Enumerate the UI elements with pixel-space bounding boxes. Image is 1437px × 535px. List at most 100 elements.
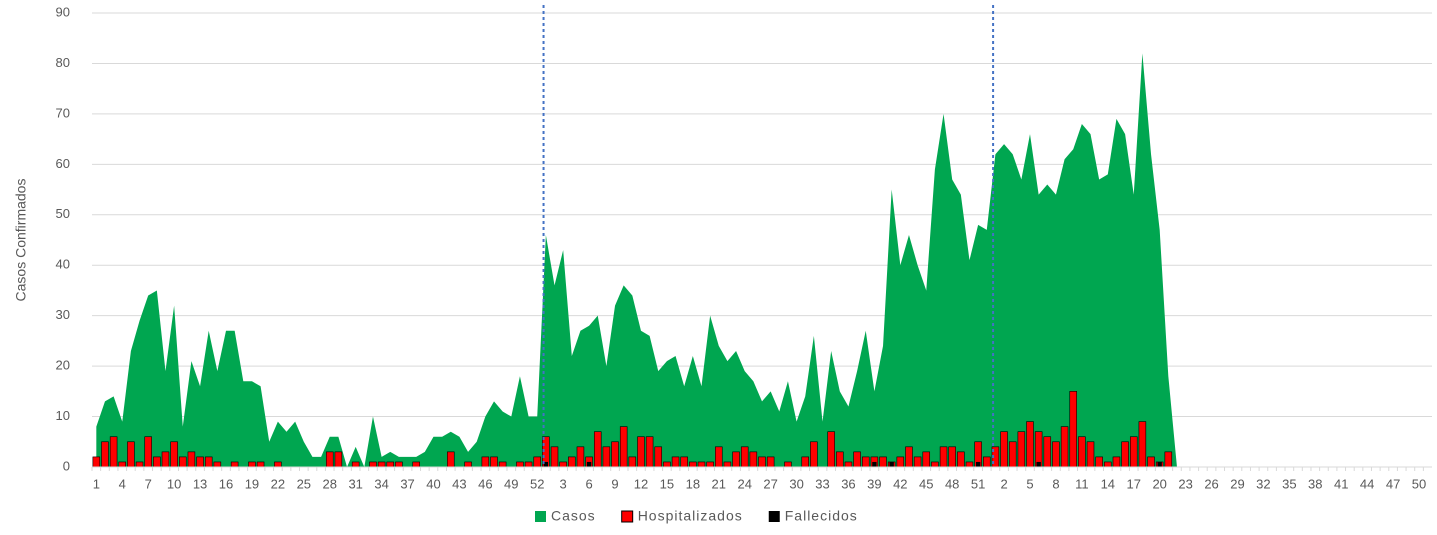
bar: [351, 461, 360, 468]
x-tick-label: 11: [1075, 476, 1089, 491]
x-tick-label: 51: [971, 476, 985, 491]
bar: [248, 461, 256, 468]
x-tick-label: 6: [585, 476, 592, 491]
y-tick-label: 80: [56, 55, 70, 70]
bar: [654, 446, 663, 468]
y-tick-label: 50: [56, 206, 70, 221]
bar: [766, 456, 775, 468]
x-tick-label: 26: [1204, 476, 1218, 491]
bar: [611, 441, 619, 468]
bar: [369, 461, 377, 468]
bar: [464, 461, 472, 468]
x-tick-label: 38: [1308, 476, 1322, 491]
x-tick-label: 48: [945, 476, 959, 491]
bar: [1112, 456, 1121, 468]
bar: [853, 451, 861, 468]
bar: [412, 461, 420, 468]
legend-label: Casos: [551, 508, 596, 524]
bar: [395, 461, 403, 468]
bar: [645, 436, 654, 468]
bar: [663, 461, 671, 468]
bar: [127, 441, 135, 468]
x-tick-label: 47: [1386, 476, 1400, 491]
x-tick-label: 1: [93, 476, 100, 491]
bar: [196, 456, 204, 468]
y-tick-label: 0: [63, 458, 70, 473]
x-tick-label: 31: [348, 476, 362, 491]
bar: [732, 451, 740, 468]
bar: [334, 451, 343, 468]
bar: [810, 441, 818, 468]
bar: [559, 461, 567, 468]
bar: [723, 461, 732, 468]
bar: [740, 446, 749, 468]
bar: [1121, 441, 1129, 468]
bar: [1017, 431, 1026, 468]
x-tick-label: 18: [686, 476, 700, 491]
bar: [706, 461, 714, 468]
bar: [377, 461, 386, 468]
bar: [101, 441, 109, 468]
bar: [170, 441, 178, 468]
bar: [975, 461, 981, 467]
bar: [784, 461, 792, 468]
bar: [715, 446, 723, 468]
y-tick-label: 70: [56, 105, 70, 120]
y-tick-label: 30: [56, 307, 70, 322]
x-tick-label: 3: [560, 476, 567, 491]
bar: [550, 446, 559, 468]
legend-label: Hospitalizados: [638, 508, 743, 524]
bar: [92, 456, 101, 468]
x-tick-label: 5: [1026, 476, 1033, 491]
legend-swatch: [621, 510, 634, 523]
x-tick-label: 20: [1152, 476, 1166, 491]
bar: [689, 461, 697, 468]
bar: [896, 456, 905, 468]
bar: [498, 461, 507, 468]
bar: [1104, 461, 1112, 468]
bar: [524, 461, 533, 468]
bar: [543, 461, 549, 467]
bar: [602, 446, 611, 468]
x-tick-label: 39: [867, 476, 881, 491]
legend-swatch: [535, 511, 546, 522]
bar: [1026, 421, 1034, 468]
bar: [1086, 441, 1095, 468]
bar: [576, 446, 585, 468]
x-tick-label: 21: [712, 476, 726, 491]
y-tick-label: 10: [56, 408, 70, 423]
bar: [1164, 451, 1173, 468]
x-tick-label: 17: [1127, 476, 1141, 491]
bar: [161, 451, 170, 468]
bar: [593, 431, 602, 468]
y-axis-title: Casos Confirmados: [13, 179, 29, 302]
bar: [256, 461, 265, 468]
bar: [957, 451, 965, 468]
bar: [628, 456, 637, 468]
x-tick-label: 28: [323, 476, 337, 491]
bar: [931, 461, 939, 468]
area: [96, 53, 1177, 467]
x-tick-label: 4: [119, 476, 126, 491]
x-tick-label: 30: [789, 476, 803, 491]
bar: [844, 461, 853, 468]
bar: [913, 456, 922, 468]
bar: [861, 456, 870, 468]
bar: [1043, 436, 1052, 468]
bar: [801, 456, 809, 468]
bar: [922, 451, 931, 468]
x-tick-label: 16: [219, 476, 233, 491]
bar: [481, 456, 490, 468]
bar: [325, 451, 334, 468]
x-tick-label: 36: [841, 476, 855, 491]
bar: [386, 461, 395, 468]
bar: [889, 461, 894, 467]
bar: [1069, 391, 1077, 468]
x-tick-label: 9: [611, 476, 618, 491]
bar: [109, 436, 118, 468]
x-tick-label: 44: [1360, 476, 1374, 491]
bar: [1147, 456, 1155, 468]
bar: [187, 451, 196, 468]
x-tick-label: 40: [426, 476, 440, 491]
